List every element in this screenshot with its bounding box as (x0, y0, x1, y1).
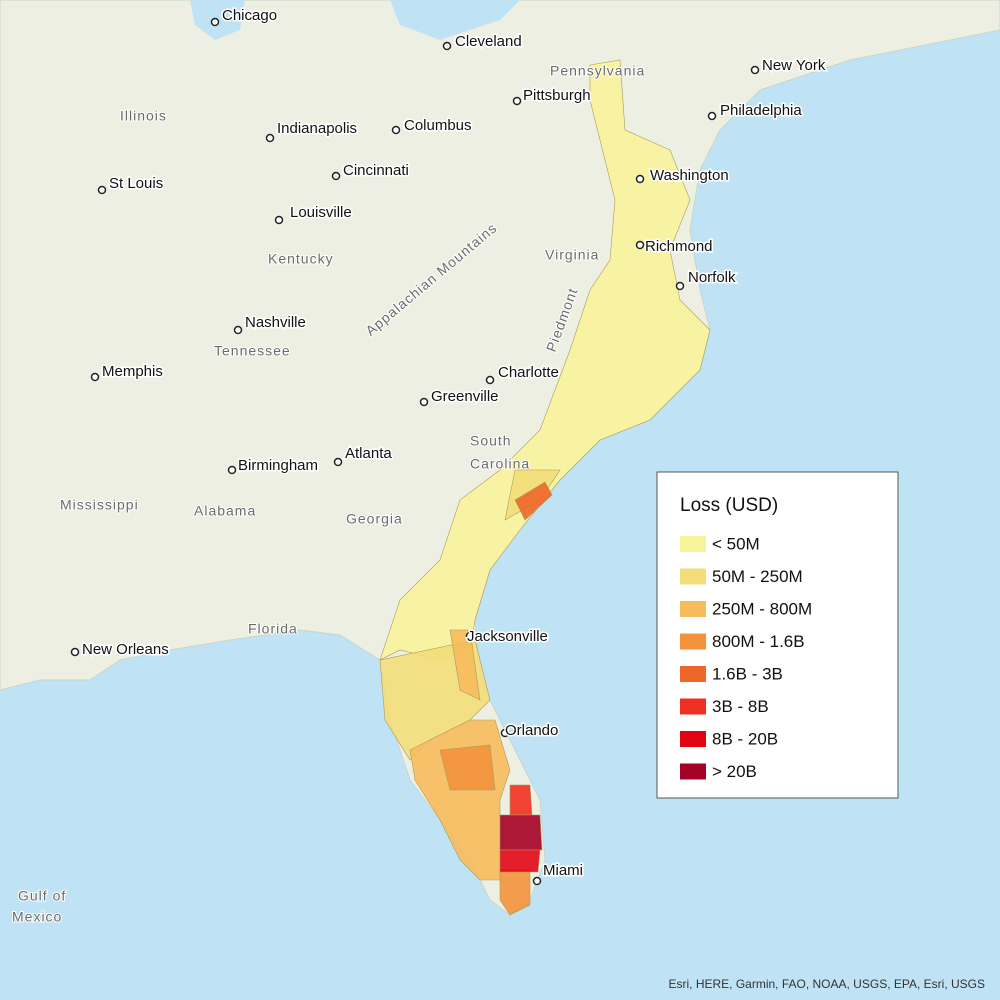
city-dot (233, 325, 243, 335)
legend-label: > 20B (712, 762, 757, 781)
county-area (514, 481, 553, 521)
attribution: Esri, HERE, Garmin, FAO, NOAA, USGS, EPA… (668, 977, 985, 991)
county-area (499, 849, 541, 873)
legend-label: < 50M (712, 534, 760, 553)
city-label: Cleveland (455, 33, 522, 50)
city-dot (635, 174, 645, 184)
city-dot (97, 185, 107, 195)
city-dot (750, 65, 760, 75)
city-dot (500, 728, 510, 738)
city-label: Birmingham (238, 457, 318, 474)
city-label: Cincinnati (343, 162, 409, 179)
legend-label: 250M - 800M (712, 599, 812, 618)
city-dot (333, 457, 343, 467)
county-area (449, 629, 481, 701)
city-dot (419, 397, 429, 407)
city-dot (90, 372, 100, 382)
city-label: New Orleans (82, 641, 169, 658)
city-label: Greenville (431, 388, 499, 405)
legend-label: 8B - 20B (712, 729, 778, 748)
city-dot (465, 631, 475, 641)
county-area (439, 744, 496, 791)
city-label: Louisville (290, 204, 352, 221)
legend-title: Loss (USD) (680, 495, 778, 516)
city-dot (265, 133, 275, 143)
city-label: Nashville (245, 314, 306, 331)
city-dot (227, 465, 237, 475)
legend-label: 3B - 8B (712, 697, 769, 716)
city-label: St Louis (109, 175, 163, 192)
legend-label: 800M - 1.6B (712, 632, 805, 651)
region-label: Mexico (12, 909, 62, 925)
city-label: Philadelphia (720, 102, 802, 119)
city-label: Charlotte (498, 364, 559, 381)
lake (390, 0, 520, 40)
legend-swatch (680, 601, 706, 617)
city-label: Jacksonville (467, 628, 548, 645)
legend: Loss (USD) < 50M 50M - 250M 250M - 800M 800… (656, 471, 899, 799)
city-dot (70, 647, 80, 657)
region-label: Illinois (120, 108, 167, 124)
region-label: Alabama (194, 503, 256, 519)
legend-label: 50M - 250M (712, 567, 803, 586)
region-label: South (470, 433, 512, 449)
city-label: Indianapolis (277, 120, 357, 137)
city-dot (707, 111, 717, 121)
region-label: Kentucky (268, 251, 334, 267)
city-label: Orlando (505, 722, 558, 739)
county-area (499, 814, 543, 851)
legend-swatch (680, 698, 706, 715)
city-dot (675, 281, 685, 291)
region-label: Carolina (470, 456, 530, 472)
region-label: Pennsylvania (550, 63, 645, 79)
region-label: Georgia (346, 511, 403, 527)
legend-label: 1.6B - 3B (712, 664, 783, 683)
city-label: Norfolk (688, 269, 736, 286)
city-label: Richmond (645, 238, 713, 255)
legend-items: < 50M 50M - 250M 250M - 800M 800M - 1.6B 1.6… (680, 534, 812, 781)
city-dot (532, 876, 542, 886)
legend-swatch (680, 666, 706, 682)
county-area (509, 784, 533, 816)
legend-swatch (680, 731, 706, 747)
city-dot (512, 96, 522, 106)
region-label: Tennessee (214, 343, 291, 359)
city-label: Washington (650, 167, 729, 184)
city-dot (485, 375, 495, 385)
region-label: Florida (248, 621, 298, 637)
city-dot (391, 125, 401, 135)
city-label: Memphis (102, 363, 163, 380)
city-label: Chicago (222, 7, 277, 24)
city-dot (442, 41, 452, 51)
city-label: Miami (543, 862, 583, 879)
region-label: Mississippi (60, 497, 139, 513)
city-dot (210, 17, 220, 27)
city-label: Atlanta (345, 445, 392, 462)
city-dot (274, 215, 284, 225)
land (0, 0, 1000, 916)
choropleth (379, 59, 711, 916)
region-label: Virginia (545, 247, 599, 263)
city-dot (331, 171, 341, 181)
city-label: New York (762, 57, 826, 74)
legend-swatch (680, 763, 706, 780)
legend-swatch (680, 568, 706, 585)
legend-swatch (680, 536, 706, 552)
city-label: Pittsburgh (523, 87, 591, 104)
legend-swatch (680, 633, 706, 650)
city-label: Columbus (404, 117, 472, 134)
region-label: Gulf of (18, 888, 66, 904)
city-dot (635, 240, 645, 250)
